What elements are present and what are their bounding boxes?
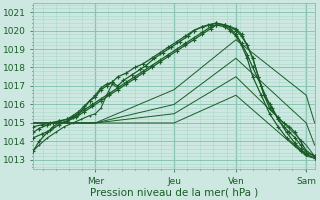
X-axis label: Pression niveau de la mer( hPa ): Pression niveau de la mer( hPa ) [90, 187, 258, 197]
